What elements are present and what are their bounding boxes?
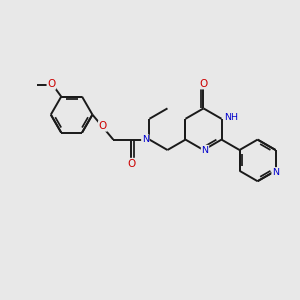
Text: N: N bbox=[202, 146, 208, 154]
Text: O: O bbox=[47, 79, 56, 89]
Text: O: O bbox=[127, 158, 136, 169]
Text: O: O bbox=[99, 121, 107, 131]
Text: N: N bbox=[272, 168, 279, 177]
Text: O: O bbox=[200, 79, 208, 89]
Text: N: N bbox=[142, 135, 149, 144]
Text: NH: NH bbox=[224, 113, 238, 122]
